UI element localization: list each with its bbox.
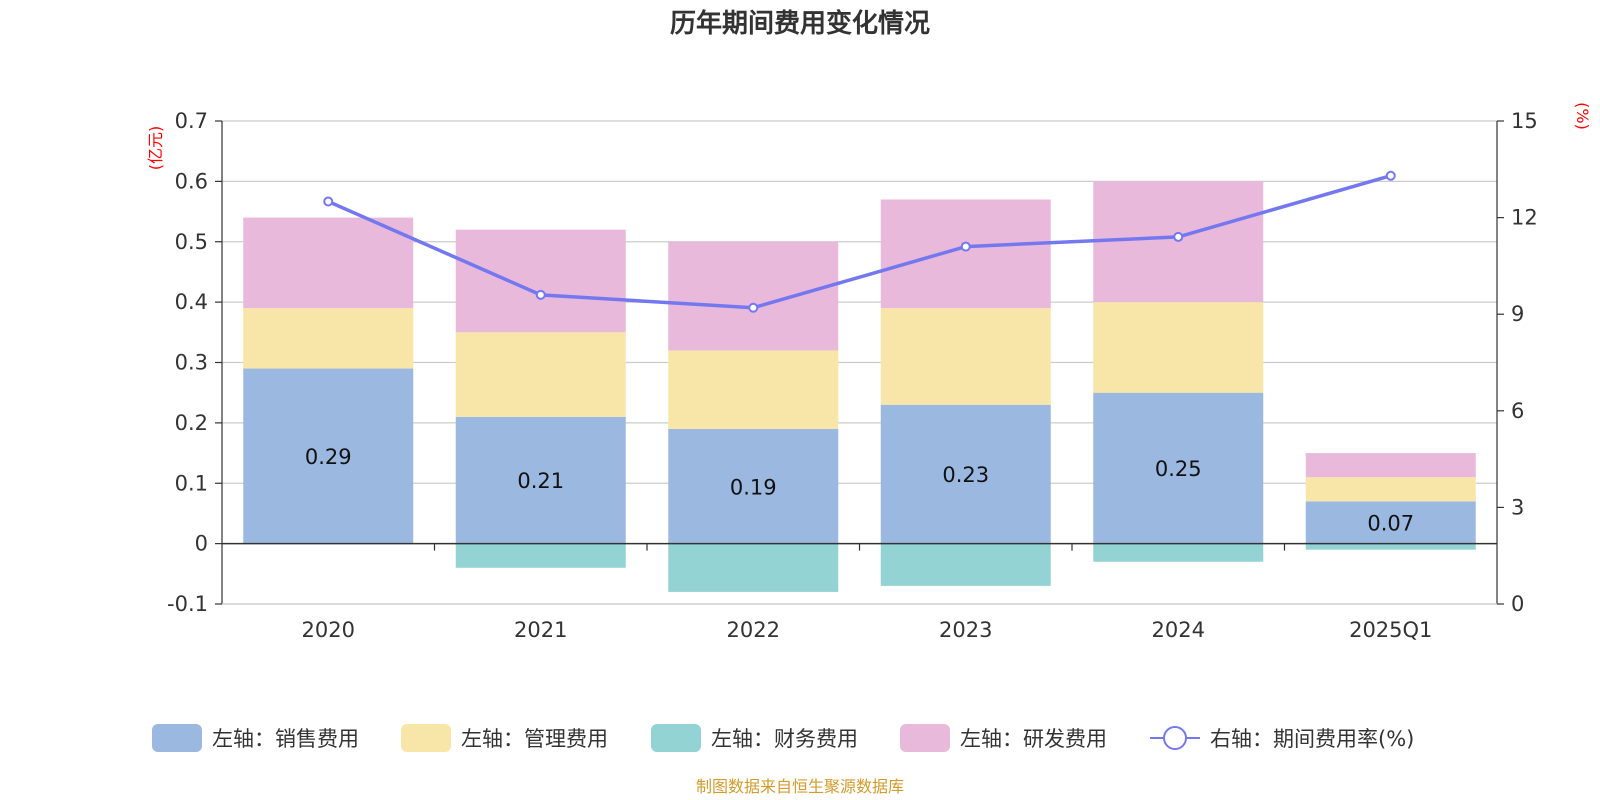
- left-tick-label: 0.2: [175, 411, 208, 435]
- x-tick-label: 2020: [302, 618, 355, 642]
- legend-label: 左轴：管理费用: [461, 727, 608, 751]
- left-tick-label: 0.6: [175, 169, 208, 193]
- legend-swatch: [152, 724, 202, 752]
- bar-segment: [455, 543, 626, 568]
- left-tick-label: 0.1: [175, 471, 208, 495]
- legend-label: 左轴：财务费用: [711, 727, 858, 751]
- bar-segment: [880, 543, 1051, 586]
- bar-segment: [668, 428, 839, 544]
- left-tick-label: 0.3: [175, 351, 208, 375]
- rate-point: [960, 241, 971, 252]
- x-tick-label: 2025Q1: [1349, 618, 1432, 642]
- rate-point: [1173, 231, 1184, 242]
- bar-segment: [880, 308, 1051, 405]
- left-tick-label: 0.4: [175, 290, 208, 314]
- legend-swatch: [651, 724, 701, 752]
- data-labels: 0.29 0.21 0.19 0.23 0.25 0.07: [305, 445, 1414, 535]
- data-label: 0.23: [942, 463, 989, 487]
- legend-swatch: [900, 724, 950, 752]
- right-tick-label: 9: [1511, 302, 1524, 326]
- rate-point: [323, 196, 334, 207]
- left-axis-unit: (亿元): [146, 126, 165, 171]
- left-tick-label: -0.1: [167, 592, 208, 616]
- bar-segment: [243, 308, 414, 369]
- legend-label: 右轴：期间费用率(%): [1210, 727, 1414, 751]
- rate-point: [535, 289, 546, 300]
- bar-segment: [1305, 543, 1476, 550]
- x-tick-label: 2022: [727, 618, 780, 642]
- bar-segment: [1093, 392, 1264, 544]
- data-label: 0.07: [1367, 511, 1414, 535]
- bar-segment: [1093, 302, 1264, 393]
- legend-marker: [1163, 726, 1187, 750]
- bar-segment: [1093, 543, 1264, 562]
- left-tick-label: 0: [195, 532, 208, 556]
- legend-swatch: [401, 724, 451, 752]
- legend-label: 左轴：销售费用: [212, 727, 359, 751]
- bar-segment: [1305, 477, 1476, 502]
- bar-segment: [243, 368, 414, 544]
- line-series: [323, 170, 1396, 313]
- bar-segment: [668, 543, 839, 592]
- right-tick-label: 0: [1511, 592, 1524, 616]
- data-label: 0.25: [1155, 457, 1202, 481]
- bar-segment: [880, 199, 1051, 309]
- x-tick-label: 2024: [1152, 618, 1205, 642]
- right-tick-label: 15: [1511, 109, 1538, 133]
- legend-label: 左轴：研发费用: [960, 727, 1107, 751]
- bar-segment: [668, 241, 839, 351]
- source-note: 制图数据来自恒生聚源数据库: [696, 777, 904, 796]
- chart-title: 历年期间费用变化情况: [670, 8, 930, 39]
- right-tick-label: 6: [1511, 399, 1524, 423]
- data-label: 0.19: [730, 475, 777, 499]
- x-tick-label: 2023: [939, 618, 992, 642]
- left-tick-label: 0.5: [175, 230, 208, 254]
- rate-point: [748, 302, 759, 313]
- axes: -0.1 0 0.1 0.2 0.3 0.4 0.5 0.6 0.7 0 3 6 9 12 15 2020 20…: [167, 109, 1538, 642]
- bar-series: [243, 181, 1476, 592]
- bar-segment: [455, 229, 626, 333]
- right-tick-label: 12: [1511, 206, 1538, 230]
- bar-segment: [455, 332, 626, 417]
- left-tick-label: 0.7: [175, 109, 208, 133]
- bar-segment: [243, 217, 414, 309]
- bar-segment: [880, 404, 1051, 544]
- right-tick-label: 3: [1511, 495, 1524, 519]
- bar-segment: [668, 350, 839, 429]
- bar-segment: [1305, 501, 1476, 544]
- data-label: 0.29: [305, 445, 352, 469]
- right-axis-unit: (%): [1573, 102, 1592, 130]
- data-label: 0.21: [517, 469, 564, 493]
- grid-lines: [222, 120, 1497, 605]
- legend: 左轴：销售费用 左轴：管理费用 左轴：财务费用 左轴：研发费用 右轴：期间费用率(%): [152, 724, 1414, 752]
- bar-segment: [455, 416, 626, 544]
- x-tick-label: 2021: [514, 618, 567, 642]
- rate-point: [1385, 170, 1396, 181]
- rate-line: [327, 174, 1392, 310]
- bar-segment: [1305, 453, 1476, 478]
